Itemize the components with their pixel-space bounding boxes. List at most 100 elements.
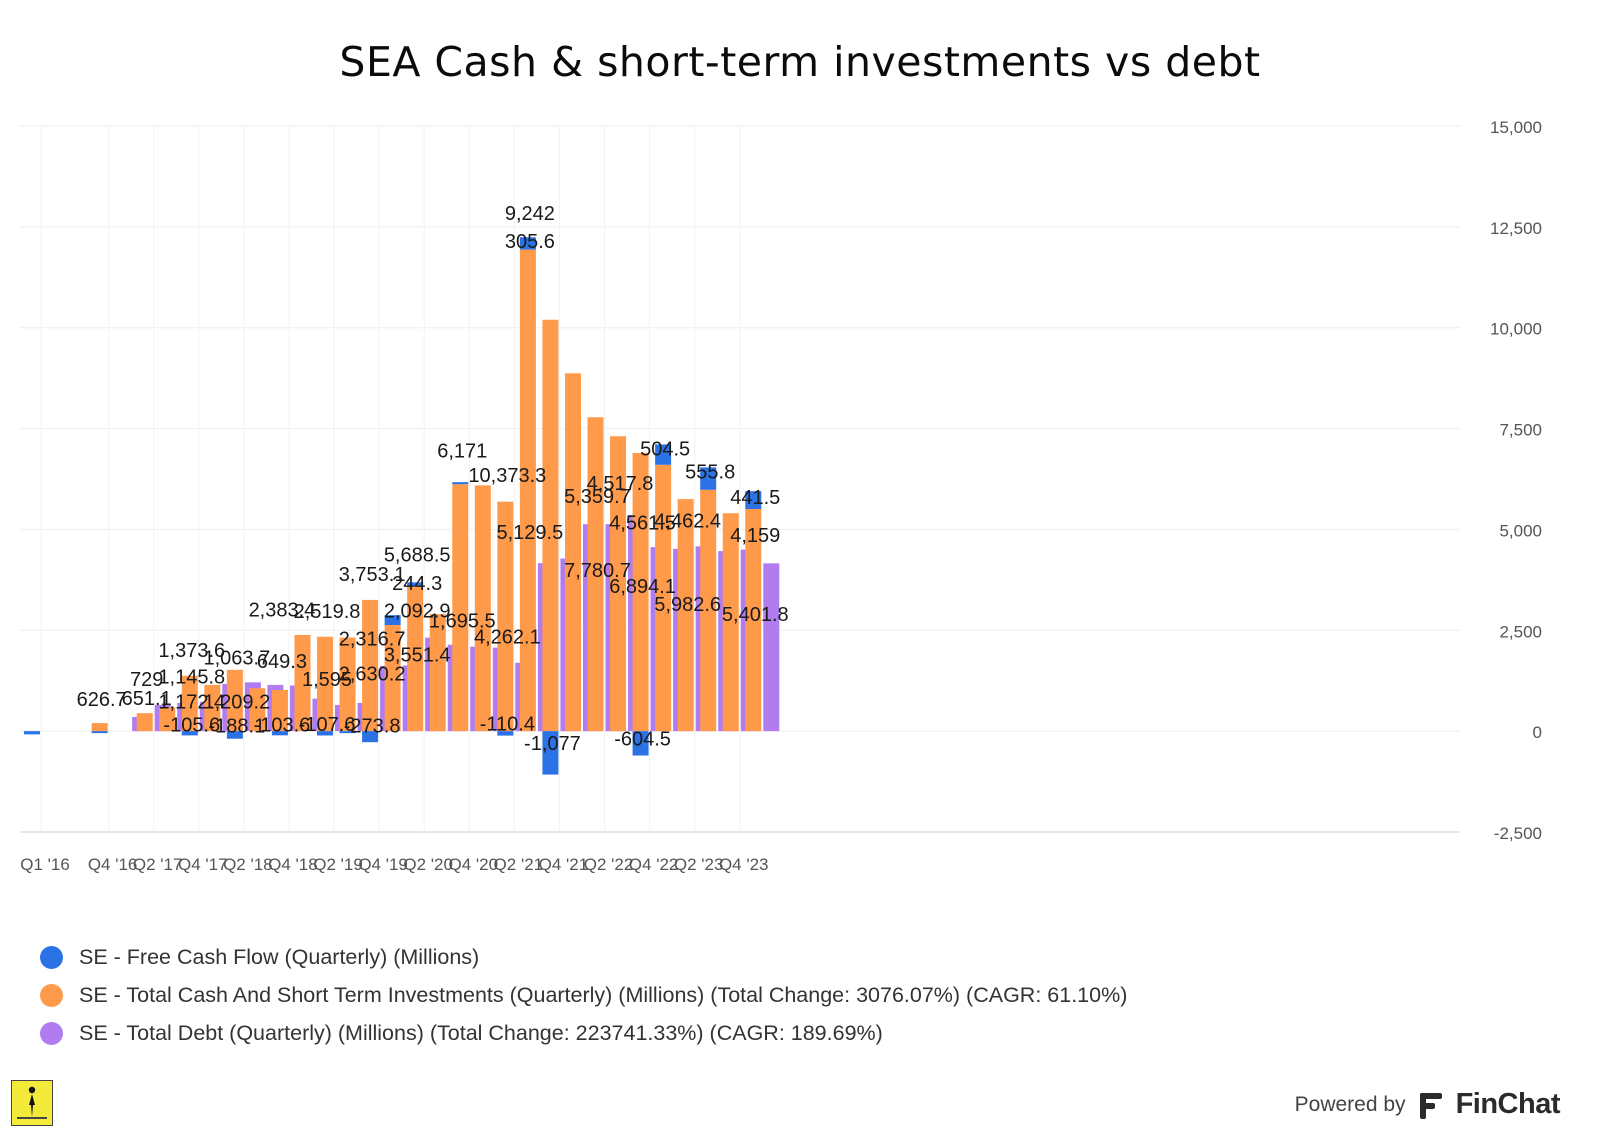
x-tick-label: Q2 '20 (403, 855, 453, 874)
cash-bar (610, 436, 627, 732)
y-tick-label: 5,000 (1499, 521, 1542, 540)
x-tick-label: Q4 '16 (88, 855, 138, 874)
x-tick-label: Q2 '21 (494, 855, 544, 874)
cash-bar (587, 417, 604, 732)
legend-item-cash[interactable]: SE - Total Cash And Short Term Investmen… (40, 976, 1127, 1014)
chart-title: SEA Cash & short-term investments vs deb… (339, 38, 1261, 86)
fcf-bar (632, 731, 649, 756)
legend-dot-debt (40, 1021, 63, 1045)
x-tick-label: Q4 '22 (629, 855, 679, 874)
fcf-bar (497, 731, 514, 736)
cash-bar (91, 723, 108, 732)
fcf-bar (362, 731, 379, 743)
data-label: 2,630.2 (339, 663, 406, 685)
data-label: 244.3 (392, 573, 442, 595)
cash-bar (452, 484, 469, 732)
cash-bar (136, 713, 153, 732)
data-label: 305.6 (505, 231, 555, 253)
fcf-bar (519, 237, 536, 250)
x-tick-label: Q4 '19 (358, 855, 408, 874)
cash-bar (407, 586, 424, 732)
fcf-bar (542, 731, 559, 775)
cash-bar (159, 707, 176, 732)
powered-by[interactable]: Powered by FinChat (1295, 1088, 1561, 1121)
data-label: 6,894.1 (609, 576, 676, 598)
fcf-bar (452, 482, 469, 485)
cash-bar (339, 637, 356, 732)
data-label: 6,171 (437, 441, 487, 463)
fcf-bar (271, 731, 288, 736)
data-label: 1,373.6 (158, 640, 225, 662)
data-label: -273.8 (344, 715, 401, 737)
legend-dot-fcf (40, 945, 63, 969)
cash-bar (632, 453, 649, 732)
data-label: 2,316.7 (339, 629, 406, 651)
cash-bar (294, 634, 311, 732)
data-label: 4,262.1 (474, 626, 541, 648)
legend-label-debt: SE - Total Debt (Quarterly) (Millions) (… (79, 1020, 883, 1045)
x-tick-label: Q2 '22 (584, 855, 634, 874)
data-label: 729 (130, 669, 163, 691)
data-label: -110.4 (480, 714, 535, 736)
legend-label-cash: SE - Total Cash And Short Term Investmen… (79, 982, 1128, 1007)
data-label: 1,172.4 (158, 692, 225, 714)
cash-bar (204, 684, 221, 732)
data-label: -103.6 (254, 715, 311, 737)
cash-bar (497, 501, 514, 732)
data-label: 3,551.4 (384, 645, 451, 667)
y-tick-label: 2,500 (1499, 622, 1542, 641)
cash-bar (249, 688, 266, 732)
data-label: -604.5 (614, 728, 671, 750)
grid-layer (20, 125, 1460, 833)
finchat-logo-icon (1419, 1092, 1442, 1119)
y-tick-label: 10,000 (1490, 320, 1542, 339)
fcf-bar (24, 731, 40, 735)
cash-bar (745, 509, 762, 732)
data-label: 1,695.5 (429, 611, 496, 633)
data-label: 2,519.8 (294, 601, 361, 623)
legend-item-debt[interactable]: SE - Total Debt (Quarterly) (Millions) (… (40, 1014, 1127, 1052)
fcf-bar (91, 731, 108, 734)
x-tick-label: Q2 '19 (313, 855, 363, 874)
data-label: 649.3 (257, 651, 307, 673)
data-label: 504.5 (640, 438, 690, 460)
data-label: -188.1 (209, 715, 266, 737)
data-label: 2,383.4 (249, 599, 316, 621)
y-tick-label: 12,500 (1490, 219, 1542, 238)
debt-bar (763, 563, 780, 732)
fcf-bar (181, 731, 198, 736)
axis-layer: -2,500 0 2,500 5,000 7,500 10,000 12,500 15,000… (20, 118, 1542, 874)
cash-bar (429, 614, 446, 732)
bars-layer (24, 237, 780, 775)
data-label: 5,359.7 (564, 486, 631, 508)
cash-bar (519, 249, 536, 732)
data-label: 5,982.6 (654, 594, 721, 616)
data-label: 4,462.4 (654, 510, 721, 532)
data-label: 10,373.3 (468, 465, 546, 487)
cash-bar (655, 464, 672, 732)
data-label: -1,077 (524, 733, 581, 755)
legend-item-fcf[interactable]: SE - Free Cash Flow (Quarterly) (Million… (40, 938, 1127, 976)
data-label: 2,092.9 (384, 601, 451, 623)
data-label: -107.6 (299, 714, 356, 736)
data-label: 4,517.8 (587, 473, 654, 495)
cash-bar (700, 489, 717, 732)
legend-label-fcf: SE - Free Cash Flow (Quarterly) (Million… (79, 944, 480, 969)
fcf-bar (339, 731, 356, 734)
legend-dot-cash (40, 983, 63, 1007)
cash-bar (474, 485, 491, 732)
x-tick-label: Q2 '17 (133, 855, 183, 874)
fcf-bar (226, 731, 243, 739)
y-tick-label: 15,000 (1490, 118, 1542, 137)
data-label: 555.8 (685, 462, 735, 484)
fcf-bar (317, 731, 334, 736)
x-tick-label: Q4 '23 (719, 855, 769, 874)
x-tick-label: Q2 '18 (223, 855, 273, 874)
x-tick-label: Q4 '20 (448, 855, 498, 874)
x-tick-label: Q4 '18 (268, 855, 318, 874)
cash-bar (722, 513, 739, 732)
data-label: 5,129.5 (497, 522, 564, 544)
cash-bar (384, 625, 401, 732)
